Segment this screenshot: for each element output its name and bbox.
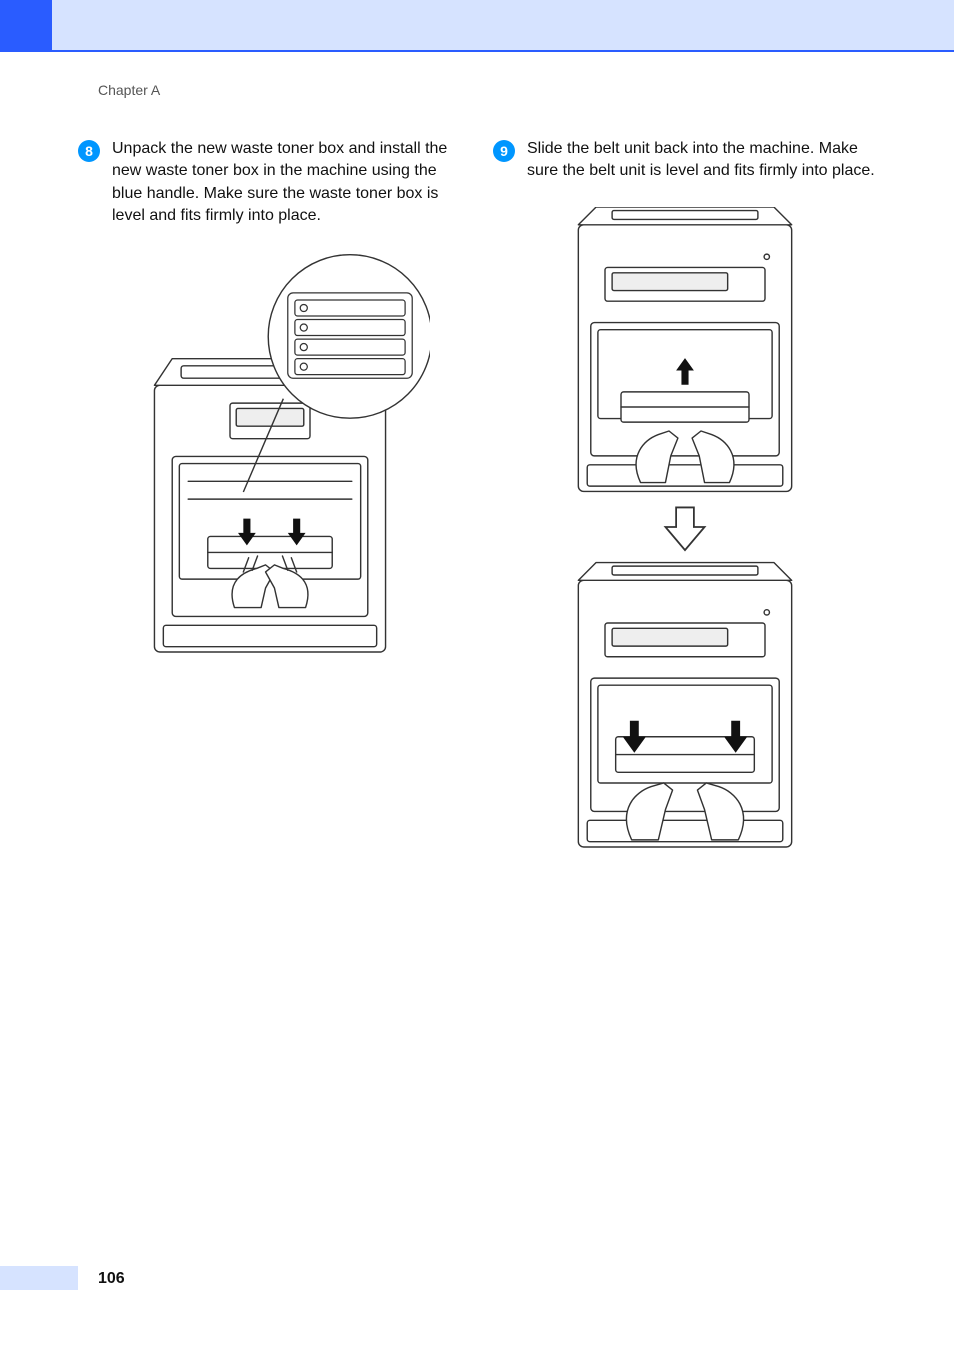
printer-drawing-8 bbox=[110, 252, 430, 679]
step-text-8: Unpack the new waste toner box and insta… bbox=[112, 138, 461, 228]
content-columns: 8 Unpack the new waste toner box and ins… bbox=[78, 138, 876, 882]
page-number: 106 bbox=[98, 1270, 125, 1288]
illustration-8 bbox=[78, 252, 461, 679]
step-8: 8 Unpack the new waste toner box and ins… bbox=[78, 138, 461, 228]
step-9: 9 Slide the belt unit back into the mach… bbox=[493, 138, 876, 183]
header-band bbox=[0, 0, 954, 52]
illustration-9 bbox=[493, 207, 876, 883]
step-badge-8: 8 bbox=[78, 140, 100, 162]
step-text-9: Slide the belt unit back into the machin… bbox=[527, 138, 876, 183]
footer-accent-bar bbox=[0, 1266, 78, 1290]
right-column: 9 Slide the belt unit back into the mach… bbox=[493, 138, 876, 882]
step-badge-9: 9 bbox=[493, 140, 515, 162]
header-accent-block bbox=[0, 0, 52, 52]
printer-drawing-9 bbox=[525, 207, 845, 883]
header-rule bbox=[52, 50, 954, 52]
left-column: 8 Unpack the new waste toner box and ins… bbox=[78, 138, 461, 882]
chapter-label: Chapter A bbox=[98, 82, 160, 98]
